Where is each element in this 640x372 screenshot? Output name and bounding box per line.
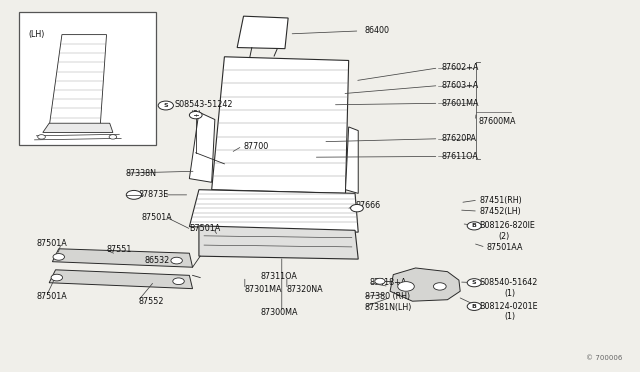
Circle shape: [467, 222, 481, 230]
Circle shape: [171, 257, 182, 264]
Polygon shape: [346, 127, 358, 193]
Text: (2): (2): [499, 232, 509, 241]
FancyBboxPatch shape: [19, 13, 156, 145]
Text: 87300MA: 87300MA: [260, 308, 298, 317]
Text: (3): (3): [190, 110, 201, 119]
Text: 87600MA: 87600MA: [478, 116, 516, 125]
Text: B08126-820IE: B08126-820IE: [479, 221, 535, 230]
Text: S08540-51642: S08540-51642: [479, 278, 538, 287]
Polygon shape: [199, 226, 358, 259]
Text: © 700006: © 700006: [586, 355, 623, 361]
Circle shape: [109, 135, 116, 139]
Circle shape: [173, 278, 184, 285]
Text: B: B: [472, 223, 477, 228]
Circle shape: [51, 274, 63, 281]
Text: 87338N: 87338N: [125, 169, 157, 177]
Text: 87311OA: 87311OA: [260, 272, 297, 281]
Text: 87452(LH): 87452(LH): [479, 206, 521, 216]
Text: 87552: 87552: [138, 297, 164, 306]
Text: 86532: 86532: [145, 256, 170, 265]
Polygon shape: [49, 270, 193, 289]
Circle shape: [375, 278, 385, 284]
Circle shape: [351, 205, 364, 212]
Text: (LH): (LH): [28, 30, 45, 39]
Text: 87451(RH): 87451(RH): [479, 196, 522, 205]
Text: (1): (1): [505, 289, 516, 298]
Polygon shape: [43, 123, 113, 132]
Text: S: S: [472, 280, 477, 285]
Text: B: B: [472, 304, 477, 309]
Text: 87380 (RH): 87380 (RH): [365, 292, 410, 301]
Circle shape: [467, 279, 481, 287]
Text: 87501A: 87501A: [36, 292, 67, 301]
Text: (1): (1): [505, 312, 516, 321]
Text: 87700: 87700: [244, 142, 269, 151]
Circle shape: [158, 101, 173, 110]
Polygon shape: [52, 249, 193, 267]
Polygon shape: [212, 57, 349, 193]
Text: 87611OA: 87611OA: [441, 152, 478, 161]
Text: 87381N(LH): 87381N(LH): [365, 302, 412, 312]
Polygon shape: [390, 268, 460, 301]
Text: 87601MA: 87601MA: [441, 99, 479, 108]
Text: 87620PA: 87620PA: [441, 134, 476, 143]
Text: 87603+A: 87603+A: [441, 81, 478, 90]
Text: 86400: 86400: [365, 26, 390, 35]
Text: 87666: 87666: [355, 201, 380, 210]
Text: S: S: [163, 103, 168, 108]
Polygon shape: [237, 16, 288, 49]
Text: 87301MA: 87301MA: [245, 285, 282, 294]
Text: B7501A: B7501A: [189, 224, 221, 232]
Text: 87418+A: 87418+A: [370, 278, 407, 287]
Text: S08543-51242: S08543-51242: [175, 100, 233, 109]
Circle shape: [433, 283, 446, 290]
Text: 87501A: 87501A: [36, 239, 67, 248]
Circle shape: [126, 190, 141, 199]
Text: 87551: 87551: [106, 245, 132, 254]
Circle shape: [53, 254, 65, 260]
Text: B08124-0201E: B08124-0201E: [479, 302, 538, 311]
Circle shape: [467, 302, 481, 310]
Polygon shape: [189, 190, 358, 232]
Polygon shape: [189, 112, 215, 182]
Circle shape: [397, 282, 414, 291]
Text: 87501AA: 87501AA: [487, 243, 524, 252]
Text: 87320NA: 87320NA: [287, 285, 323, 294]
Text: 87501A: 87501A: [141, 212, 172, 221]
Circle shape: [189, 112, 202, 119]
Text: 87602+A: 87602+A: [441, 63, 479, 72]
Circle shape: [38, 135, 45, 139]
Polygon shape: [49, 35, 106, 127]
Text: 87873E: 87873E: [138, 190, 169, 199]
